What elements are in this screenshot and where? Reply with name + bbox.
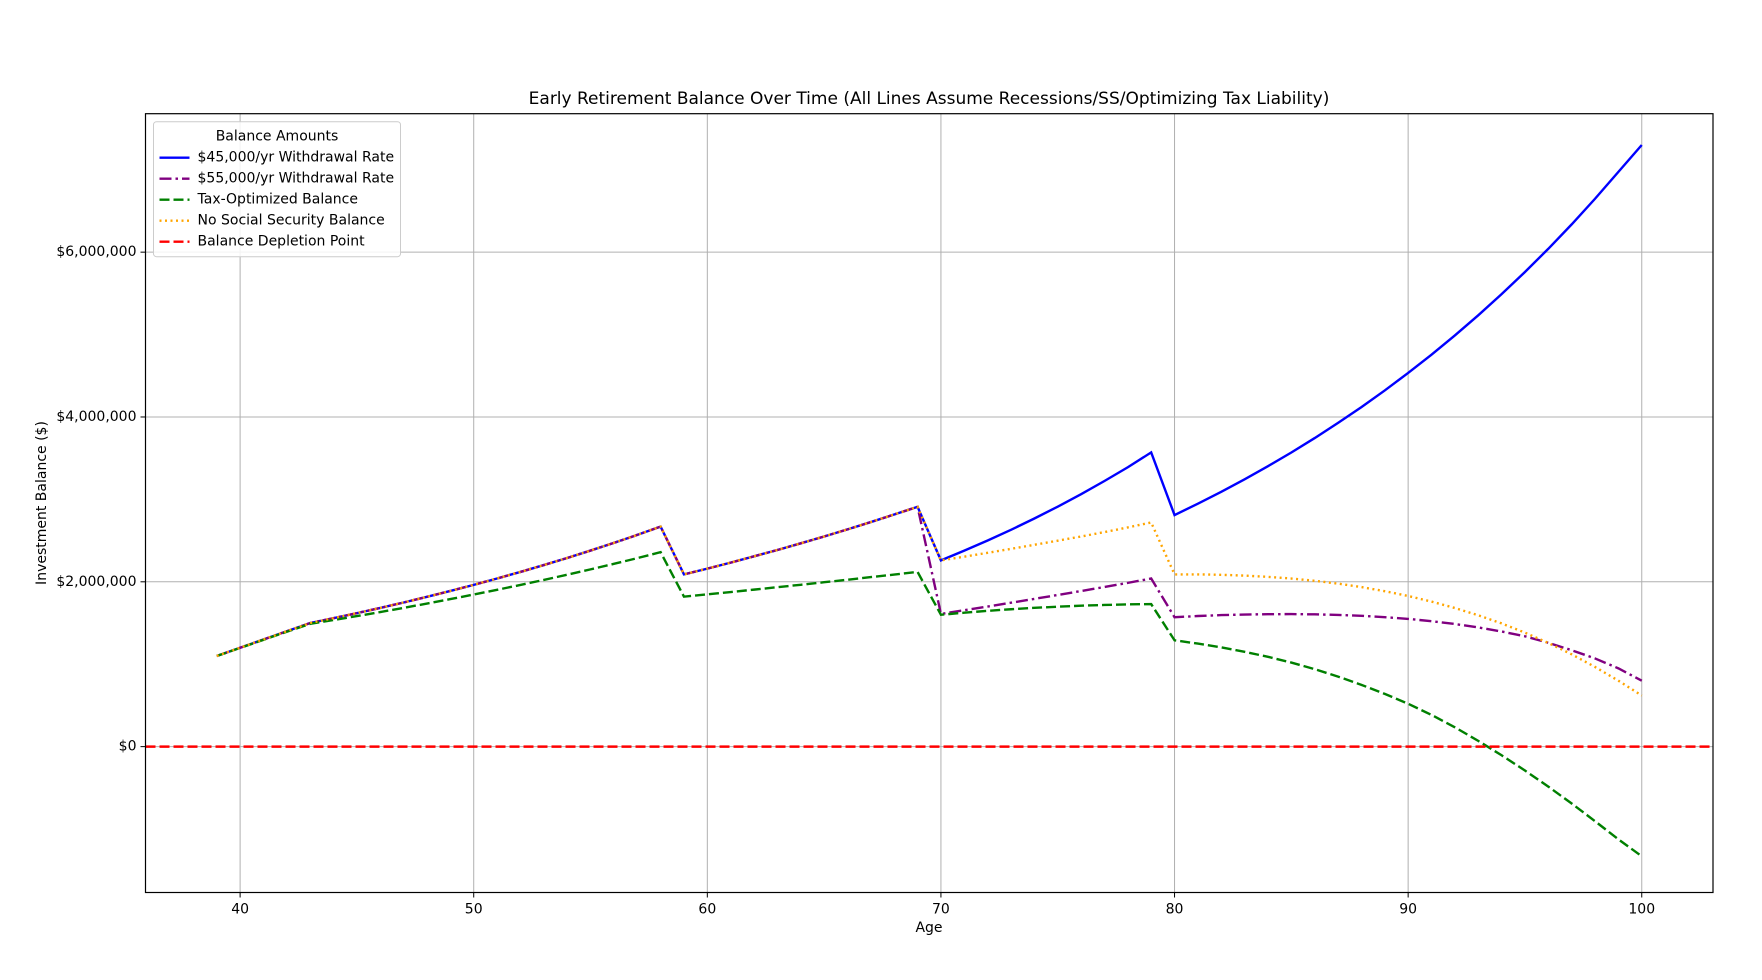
x-axis-label: Age (915, 920, 942, 936)
legend-title: Balance Amounts (216, 129, 339, 145)
x-tick-label: 50 (465, 902, 483, 918)
x-tick-label: 70 (932, 902, 950, 918)
legend-label: $45,000/yr Withdrawal Rate (198, 150, 395, 166)
series-line (216, 550, 1643, 858)
series-line (216, 505, 1643, 682)
legend-box (153, 121, 401, 258)
plot-frame (144, 113, 1714, 894)
x-tick-label: 100 (1628, 902, 1655, 918)
y-tick-label: $2,000,000 (56, 574, 136, 590)
legend-label: No Social Security Balance (198, 213, 385, 229)
legend-label: Balance Depletion Point (198, 234, 366, 250)
legend: Balance Amounts $45,000/yr Withdrawal Rat… (153, 121, 401, 258)
y-tick-label: $0 (119, 739, 137, 755)
y-axis-label: Investment Balance ($) (34, 421, 50, 585)
series-line (216, 144, 1643, 658)
x-tick-label: 90 (1399, 902, 1417, 918)
x-tick-label: 80 (1166, 902, 1184, 918)
legend-label: Tax-Optimized Balance (197, 192, 359, 208)
legend-label: $55,000/yr Withdrawal Rate (198, 171, 395, 187)
x-tick-label: 40 (231, 902, 249, 918)
chart-title: Early Retirement Balance Over Time (All … (529, 89, 1330, 109)
y-tick-label: $6,000,000 (56, 244, 136, 260)
x-tick-label: 60 (698, 902, 716, 918)
y-tick-label: $4,000,000 (56, 409, 136, 425)
